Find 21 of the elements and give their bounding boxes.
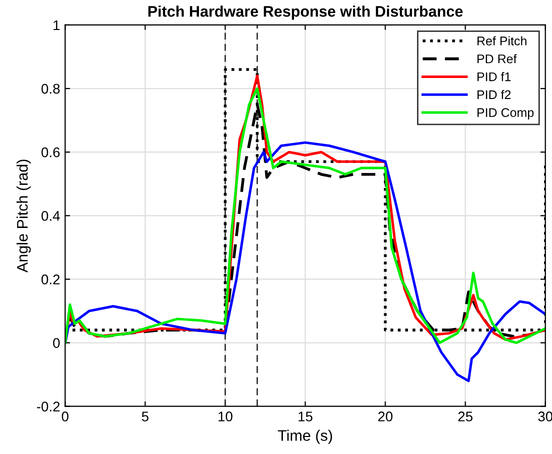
x-tick-label: 5: [142, 412, 148, 422]
y-tick-label: 1: [54, 20, 60, 30]
x-tick-label: 25: [458, 412, 472, 422]
y-tick-label: -0.2: [36, 402, 60, 412]
legend-label: PID Comp: [478, 108, 534, 120]
y-tick-label: 0.8: [42, 84, 60, 94]
y-tick-label: 0.6: [42, 147, 60, 158]
legend-label: PID f1: [478, 72, 511, 82]
y-tick-label: 0.4: [42, 210, 60, 221]
x-tick-label: 15: [298, 412, 312, 422]
legend-label: PD Ref: [478, 54, 517, 64]
legend-label: Ref Pitch: [478, 36, 526, 46]
legend-label: PID f2: [478, 90, 511, 99]
y-tick-label: 0.2: [42, 274, 60, 284]
x-axis-title: Time (s): [278, 430, 332, 444]
x-tick-label: 10: [218, 412, 232, 422]
x-tick-label: 20: [378, 412, 392, 422]
y-axis-title: Angle Pitch (rad): [16, 160, 31, 273]
x-tick-label: 0: [62, 412, 68, 422]
y-tick-label: 0: [53, 338, 60, 348]
chart-title: Pitch Hardware Response with Disturbance: [148, 6, 463, 20]
